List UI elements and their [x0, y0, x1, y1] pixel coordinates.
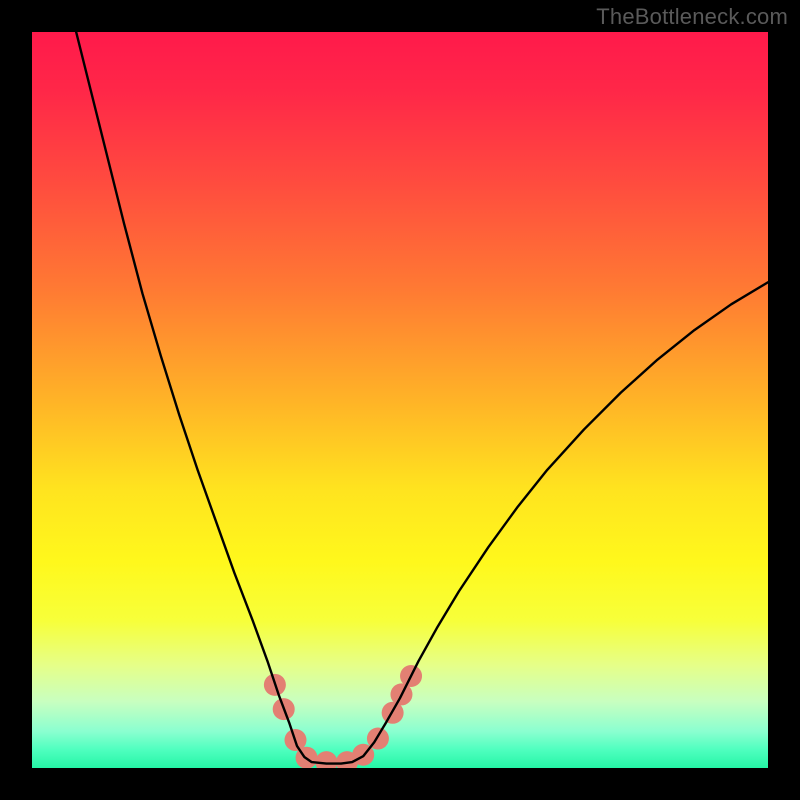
source-watermark: TheBottleneck.com — [596, 4, 788, 30]
chart-background — [32, 32, 768, 768]
bottleneck-chart — [0, 0, 800, 800]
